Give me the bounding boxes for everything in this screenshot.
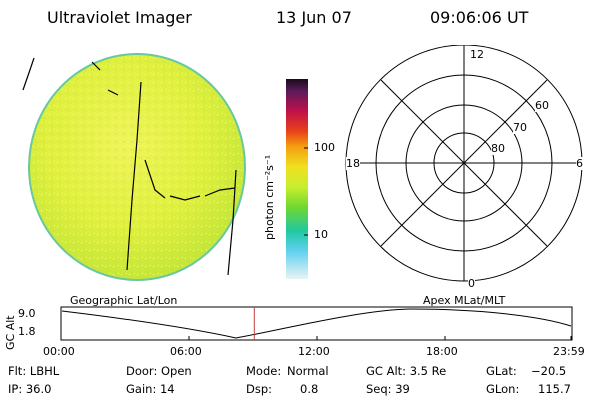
orbit-left-title: Geographic Lat/Lon (70, 294, 178, 307)
dsp-value: 0.8 (300, 382, 319, 396)
colorbar-label-100: 100 (314, 141, 335, 154)
orbit-xtick-label-18: 18:00 (426, 345, 458, 358)
filter-status: Flt: LBHL (8, 364, 60, 378)
orbit-xtick-label-6: 06:00 (170, 345, 202, 358)
glon-value: 115.7 (538, 382, 571, 396)
colorbar (286, 79, 308, 279)
orbit-xtick-label-24: 23:59 (553, 345, 585, 358)
orbit-frame (60, 306, 573, 341)
polar-lat-60: 60 (535, 99, 549, 112)
observation-date: 13 Jun 07 (276, 8, 352, 27)
glat-label: GLat: (486, 364, 517, 378)
polar-grid-plot (345, 45, 583, 282)
glon-label: GLon: (486, 382, 520, 396)
disk-texture (31, 56, 243, 278)
orbit-altitude-plot (60, 306, 573, 341)
ip-status: IP: 36.0 (8, 382, 52, 396)
polar-label-6: 6 (576, 157, 583, 170)
seq-status: Seq: 39 (366, 382, 410, 396)
orbit-altitude-curve (61, 308, 572, 339)
polar-lat-80: 80 (491, 142, 505, 155)
polar-label-0: 0 (468, 277, 475, 290)
uv-image-panel (22, 53, 246, 281)
polar-diag-2 (380, 79, 548, 247)
orbit-ytick-1.8: 1.8 (18, 325, 36, 338)
polar-label-18: 18 (346, 157, 360, 170)
orbit-ytick-9: 9.0 (18, 307, 36, 320)
door-status: Door: Open (126, 364, 192, 378)
orbit-xtick-label-0: 00:00 (43, 345, 75, 358)
mode-value: Normal (287, 364, 329, 378)
observation-time: 09:06:06 UT (430, 8, 529, 27)
orbit-right-title: Apex MLat/MLT (423, 294, 506, 307)
coastline-overlay (22, 57, 237, 276)
orbit-y-axis-label: GC Alt (4, 315, 17, 350)
colorbar-unit-label: photon cm⁻²s⁻¹ (263, 154, 276, 240)
glat-value: −20.5 (531, 364, 567, 378)
colorbar-label-10: 10 (314, 228, 328, 241)
orbit-xtick-label-12: 12:00 (298, 345, 330, 358)
gain-status: Gain: 14 (126, 382, 175, 396)
dsp-label: Dsp: (246, 382, 273, 396)
colorbar-gradient (286, 79, 308, 279)
instrument-title: Ultraviolet Imager (47, 8, 192, 27)
gc-alt-status: GC Alt: 3.5 Re (366, 364, 447, 378)
mode-label: Mode: (246, 364, 282, 378)
polar-lat-70: 70 (513, 121, 527, 134)
polar-label-12: 12 (470, 48, 484, 61)
